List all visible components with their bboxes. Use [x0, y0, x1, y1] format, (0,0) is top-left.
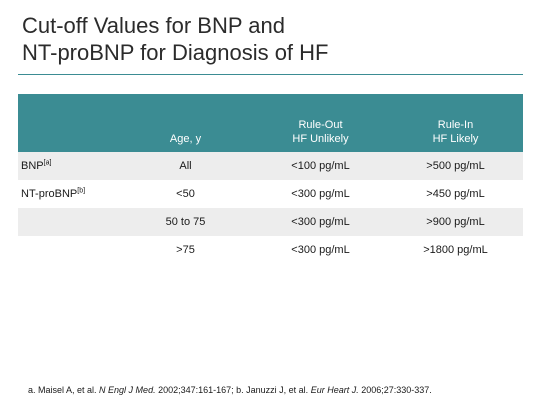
cell-rule-out: <300 pg/mL: [253, 208, 388, 236]
header-age-line: Age, y: [169, 133, 202, 145]
references-footnote: a. Maisel A, et al. N Engl J Med. 2002;3…: [28, 385, 432, 395]
table-row: BNP[a] All <100 pg/mL >500 pg/mL: [18, 152, 523, 180]
marker-ref: [a]: [43, 159, 52, 167]
cell-rule-in: >1800 pg/mL: [388, 236, 523, 264]
table-row: 50 to 75 <300 pg/mL >900 pg/mL: [18, 208, 523, 236]
cell-rule-in: >900 pg/mL: [388, 208, 523, 236]
cell-age: 50 to 75: [118, 208, 253, 236]
table-body: BNP[a] All <100 pg/mL >500 pg/mL NT-proB…: [18, 152, 523, 264]
footnote-a-journal: N Engl J Med.: [99, 385, 156, 395]
cell-age: All: [118, 152, 253, 180]
slide-title: Cut-off Values for BNP and NT-proBNP for…: [22, 12, 522, 66]
cell-age: <50: [118, 180, 253, 208]
header-rule-in: Rule-In HF Likely: [388, 94, 523, 152]
footnote-a-text: a. Maisel A, et al.: [28, 385, 100, 395]
footnote-b-tail: 2006;27:330-337.: [358, 385, 432, 395]
table-header: Age, y Rule-Out HF Unlikely Rule-In HF L…: [18, 94, 523, 152]
table-row: NT-proBNP[b] <50 <300 pg/mL >450 pg/mL: [18, 180, 523, 208]
header-rule-in-line-2: HF Likely: [432, 133, 479, 145]
marker-name: NT-proBNP: [21, 188, 78, 200]
cell-rule-in: >450 pg/mL: [388, 180, 523, 208]
table-header-row: Age, y Rule-Out HF Unlikely Rule-In HF L…: [18, 94, 523, 152]
footnote-b-text: 2002;347:161-167; b. Januzzi J, et al.: [155, 385, 311, 395]
cell-marker: [18, 236, 118, 264]
header-rule-out-line-2: HF Unlikely: [292, 133, 349, 145]
header-marker: [18, 94, 118, 152]
slide-title-line-2: NT-proBNP for Diagnosis of HF: [22, 40, 329, 65]
header-age: Age, y: [118, 94, 253, 152]
cell-marker: [18, 208, 118, 236]
cell-rule-out: <300 pg/mL: [253, 180, 388, 208]
header-rule-out: Rule-Out HF Unlikely: [253, 94, 388, 152]
cell-rule-out: <300 pg/mL: [253, 236, 388, 264]
marker-ref: [b]: [77, 187, 86, 195]
footnote-b-journal: Eur Heart J.: [310, 385, 359, 395]
header-rule-in-line-1: Rule-In: [437, 119, 474, 131]
header-rule-out-line-1: Rule-Out: [298, 119, 343, 131]
cell-rule-in: >500 pg/mL: [388, 152, 523, 180]
cell-rule-out: <100 pg/mL: [253, 152, 388, 180]
cell-marker: BNP[a]: [18, 152, 118, 180]
slide-title-line-1: Cut-off Values for BNP and: [22, 13, 285, 38]
marker-name: BNP: [21, 160, 44, 172]
cutoff-values-table: Age, y Rule-Out HF Unlikely Rule-In HF L…: [18, 94, 523, 264]
cell-marker: NT-proBNP[b]: [18, 180, 118, 208]
title-divider: [18, 74, 523, 75]
cell-age: >75: [118, 236, 253, 264]
table-row: >75 <300 pg/mL >1800 pg/mL: [18, 236, 523, 264]
